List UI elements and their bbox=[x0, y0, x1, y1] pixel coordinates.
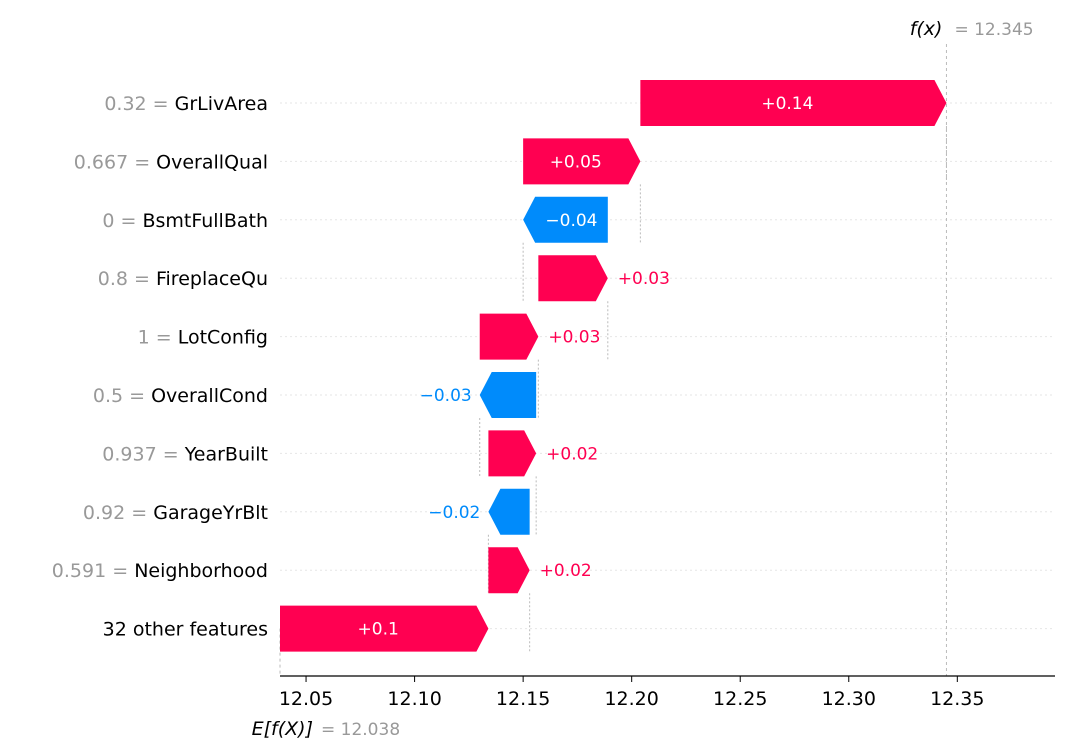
base-value: = 12.038 bbox=[321, 720, 400, 740]
contribution-label: −0.03 bbox=[420, 386, 472, 406]
contribution-labels: +0.14 +0.05 −0.04 +0.03 +0.03 −0.03 +0.02 −0.02… bbox=[358, 94, 814, 640]
x-tick-label: 12.25 bbox=[713, 688, 767, 710]
feature-label: 1 = LotConfig bbox=[138, 327, 268, 349]
contribution-label: +0.05 bbox=[550, 152, 602, 172]
feature-name: FireplaceQu bbox=[156, 268, 268, 290]
feature-name: YearBuilt bbox=[184, 443, 268, 465]
feature-label: 0.937 = YearBuilt bbox=[102, 443, 268, 465]
feature-label: 0 = BsmtFullBath bbox=[102, 210, 268, 232]
feature-value: 0.937 = bbox=[102, 443, 184, 465]
feature-value: 0.591 = bbox=[52, 560, 134, 582]
feature-name: 32 other features bbox=[103, 619, 268, 641]
positive-bar bbox=[280, 605, 489, 652]
feature-label: 0.591 = Neighborhood bbox=[52, 560, 268, 582]
row-gridlines bbox=[280, 102, 1055, 630]
negative-bar bbox=[488, 488, 530, 535]
feature-label: 0.5 = OverallCond bbox=[93, 385, 268, 407]
contribution-label: +0.02 bbox=[540, 561, 592, 581]
contribution-label: −0.02 bbox=[428, 503, 480, 523]
fx-value: = 12.345 bbox=[954, 20, 1033, 40]
contribution-label: +0.03 bbox=[548, 328, 600, 348]
feature-label: 0.667 = OverallQual bbox=[74, 151, 268, 173]
feature-value: 0.32 = bbox=[104, 93, 174, 115]
contribution-label: +0.03 bbox=[618, 269, 670, 289]
feature-label: 0.92 = GarageYrBlt bbox=[83, 502, 268, 524]
positive-bar bbox=[523, 138, 641, 185]
base-name: E[f(X)] bbox=[252, 718, 313, 740]
fx-label: f(x) = 12.345 bbox=[910, 18, 1034, 40]
negative-bar bbox=[479, 372, 537, 418]
contribution-label: +0.1 bbox=[358, 620, 399, 640]
feature-name: GarageYrBlt bbox=[153, 502, 268, 524]
x-tick-label: 12.10 bbox=[387, 688, 441, 710]
contribution-label: +0.02 bbox=[546, 444, 598, 464]
negative-bar bbox=[523, 196, 608, 243]
positive-bar bbox=[538, 255, 608, 302]
positive-bar bbox=[488, 430, 537, 477]
feature-name: GrLivArea bbox=[175, 93, 268, 115]
feature-name: BsmtFullBath bbox=[142, 210, 268, 232]
contribution-bars bbox=[280, 80, 947, 652]
x-tick-label: 12.15 bbox=[496, 688, 550, 710]
x-tick-label: 12.30 bbox=[822, 688, 876, 710]
positive-bar bbox=[488, 547, 530, 594]
feature-name: LotConfig bbox=[178, 327, 268, 349]
x-tick-label: 12.20 bbox=[604, 688, 658, 710]
feature-value: 0 = bbox=[102, 210, 142, 232]
x-tick-label: 12.35 bbox=[930, 688, 984, 710]
fx-name: f(x) bbox=[910, 18, 943, 40]
positive-bar bbox=[640, 80, 947, 126]
feature-value: 0.667 = bbox=[74, 151, 156, 173]
feature-name: OverallQual bbox=[156, 151, 268, 173]
feature-value: 1 = bbox=[138, 327, 178, 349]
contribution-label: −0.04 bbox=[545, 211, 597, 231]
feature-labels: 0.32 = GrLivArea 0.667 = OverallQual 0 = B… bbox=[52, 93, 268, 641]
feature-value: 0.92 = bbox=[83, 502, 153, 524]
feature-label: 32 other features bbox=[103, 619, 268, 641]
feature-value: 0.8 = bbox=[98, 268, 156, 290]
x-axis-ticks: 12.05 12.10 12.15 12.20 12.25 12.30 12.35 bbox=[279, 676, 985, 710]
feature-label: 0.8 = FireplaceQu bbox=[98, 268, 268, 290]
feature-label: 0.32 = GrLivArea bbox=[104, 93, 268, 115]
feature-name: OverallCond bbox=[151, 385, 268, 407]
base-value-label: E[f(X)] = 12.038 bbox=[252, 718, 401, 740]
positive-bar bbox=[479, 313, 539, 360]
feature-name: Neighborhood bbox=[134, 560, 268, 582]
feature-value: 0.5 = bbox=[93, 385, 151, 407]
contribution-label: +0.14 bbox=[761, 94, 813, 114]
x-tick-label: 12.05 bbox=[279, 688, 333, 710]
